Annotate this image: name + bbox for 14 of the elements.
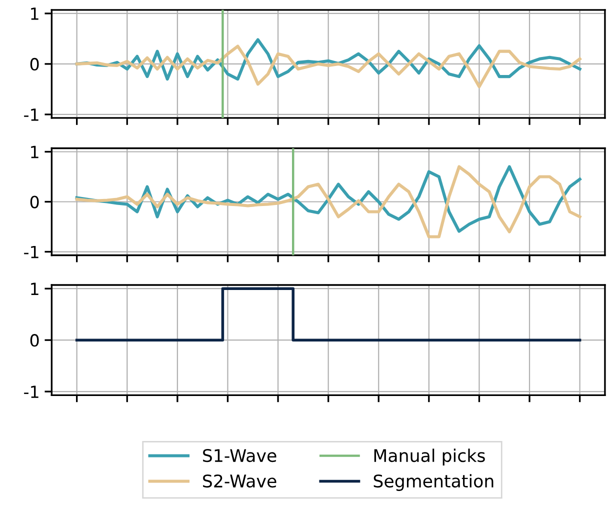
y-tick-label: 0 [30, 334, 39, 347]
legend-label: Manual picks [374, 448, 485, 466]
y-tick-label: 0 [30, 196, 39, 208]
y-tick-label: -1 [24, 108, 38, 121]
legend-label: Segmentation [374, 474, 494, 491]
y-tick-label: 0 [30, 58, 39, 71]
legend-label: S1-Wave [203, 448, 276, 462]
line-series [75, 44, 582, 88]
y-tick-label: -1 [24, 246, 38, 258]
y-tick-label: 1 [31, 146, 38, 158]
y-tick-label: 1 [31, 8, 38, 20]
y-tick-label: 1 [31, 282, 38, 295]
legend-label: S2-Wave [203, 474, 276, 488]
y-tick-label: -1 [24, 386, 38, 398]
